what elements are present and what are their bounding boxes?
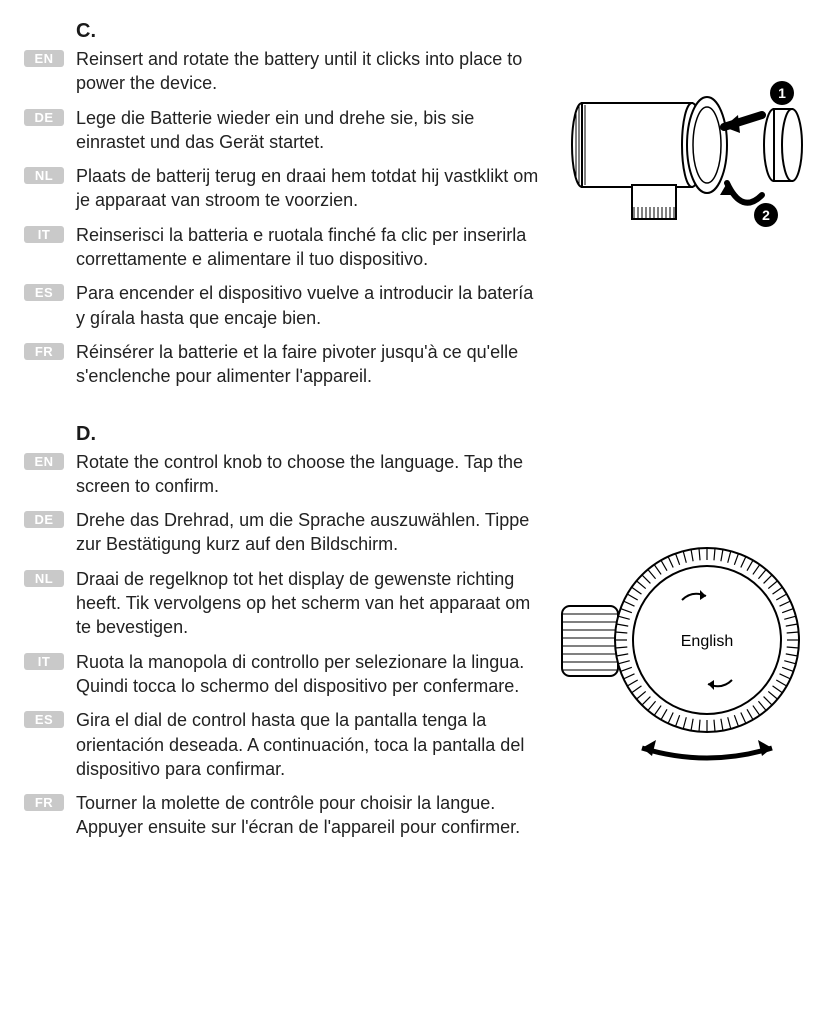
lang-tag-fr: FR <box>24 343 64 360</box>
battery-diagram-icon: 1 2 <box>552 55 812 255</box>
lang-tag-en: EN <box>24 50 64 67</box>
lang-block: IT Ruota la manopola di controllo per se… <box>24 650 540 699</box>
text-col-d: EN Rotate the control knob to choose the… <box>24 450 540 850</box>
lang-block: ES Gira el dial de control hasta que la … <box>24 708 540 781</box>
lang-block: IT Reinserisci la batteria e ruotala fin… <box>24 223 540 272</box>
lang-block: NL Draai de regelknop tot het display de… <box>24 567 540 640</box>
lang-tag-de: DE <box>24 109 64 126</box>
figure-c: 1 2 <box>552 47 812 255</box>
lang-block: NL Plaats de batterij terug en draai hem… <box>24 164 540 213</box>
lang-text: Gira el dial de control hasta que la pan… <box>76 708 540 781</box>
badge-1: 1 <box>778 85 786 101</box>
lang-tag-nl: NL <box>24 570 64 587</box>
lang-tag-es: ES <box>24 284 64 301</box>
lang-text: Lege die Batterie wieder ein und drehe s… <box>76 106 540 155</box>
figure-d: English <box>552 450 812 770</box>
lang-tag-it: IT <box>24 226 64 243</box>
lang-block: DE Lege die Batterie wieder ein und dreh… <box>24 106 540 155</box>
lang-text: Reinserisci la batteria e ruotala finché… <box>76 223 540 272</box>
lang-tag-fr: FR <box>24 794 64 811</box>
lang-block: ES Para encender el dispositivo vuelve a… <box>24 281 540 330</box>
lang-text: Draai de regelknop tot het display de ge… <box>76 567 540 640</box>
lang-block: EN Rotate the control knob to choose the… <box>24 450 540 499</box>
lang-text: Para encender el dispositivo vuelve a in… <box>76 281 540 330</box>
lang-text: Drehe das Drehrad, um die Sprache auszuw… <box>76 508 540 557</box>
screen-label: English <box>681 633 733 650</box>
badge-2: 2 <box>762 207 770 223</box>
lang-block: FR Réinsérer la batterie et la faire piv… <box>24 340 540 389</box>
lang-block: FR Tourner la molette de contrôle pour c… <box>24 791 540 840</box>
lang-text: Reinsert and rotate the battery until it… <box>76 47 540 96</box>
lang-text: Tourner la molette de contrôle pour choi… <box>76 791 540 840</box>
lang-tag-en: EN <box>24 453 64 470</box>
knob-diagram-icon: English <box>552 530 812 770</box>
lang-tag-nl: NL <box>24 167 64 184</box>
text-col-c: EN Reinsert and rotate the battery until… <box>24 47 540 399</box>
lang-block: EN Reinsert and rotate the battery until… <box>24 47 540 96</box>
row-d: EN Rotate the control knob to choose the… <box>24 450 812 850</box>
step-letter-d: D. <box>76 423 812 446</box>
lang-tag-it: IT <box>24 653 64 670</box>
lang-text: Rotate the control knob to choose the la… <box>76 450 540 499</box>
section-c: C. EN Reinsert and rotate the battery un… <box>24 20 812 399</box>
lang-text: Plaats de batterij terug en draai hem to… <box>76 164 540 213</box>
lang-text: Réinsérer la batterie et la faire pivote… <box>76 340 540 389</box>
lang-tag-es: ES <box>24 711 64 728</box>
row-c: EN Reinsert and rotate the battery until… <box>24 47 812 399</box>
step-letter-c: C. <box>76 20 812 43</box>
lang-block: DE Drehe das Drehrad, um die Sprache aus… <box>24 508 540 557</box>
section-d: D. EN Rotate the control knob to choose … <box>24 423 812 850</box>
lang-text: Ruota la manopola di controllo per selez… <box>76 650 540 699</box>
lang-tag-de: DE <box>24 511 64 528</box>
